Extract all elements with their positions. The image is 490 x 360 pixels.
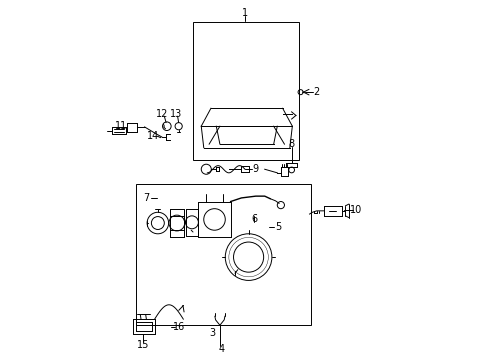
- Text: 5: 5: [275, 222, 281, 231]
- Text: 13: 13: [170, 109, 182, 119]
- Text: 12: 12: [156, 109, 169, 119]
- Text: 9: 9: [253, 164, 259, 174]
- Text: 2: 2: [314, 87, 320, 97]
- Bar: [136, 184, 311, 325]
- Text: 3: 3: [210, 328, 216, 338]
- Text: 16: 16: [172, 322, 185, 332]
- Bar: [193, 22, 299, 160]
- Text: 1: 1: [242, 8, 248, 18]
- Text: 4: 4: [219, 343, 225, 354]
- Text: 11: 11: [115, 121, 127, 131]
- Text: 8: 8: [289, 139, 294, 149]
- Text: 15: 15: [137, 340, 149, 350]
- Text: 14: 14: [147, 131, 160, 141]
- Text: 6: 6: [251, 215, 257, 224]
- Text: 10: 10: [350, 206, 362, 216]
- Text: 7: 7: [143, 193, 149, 203]
